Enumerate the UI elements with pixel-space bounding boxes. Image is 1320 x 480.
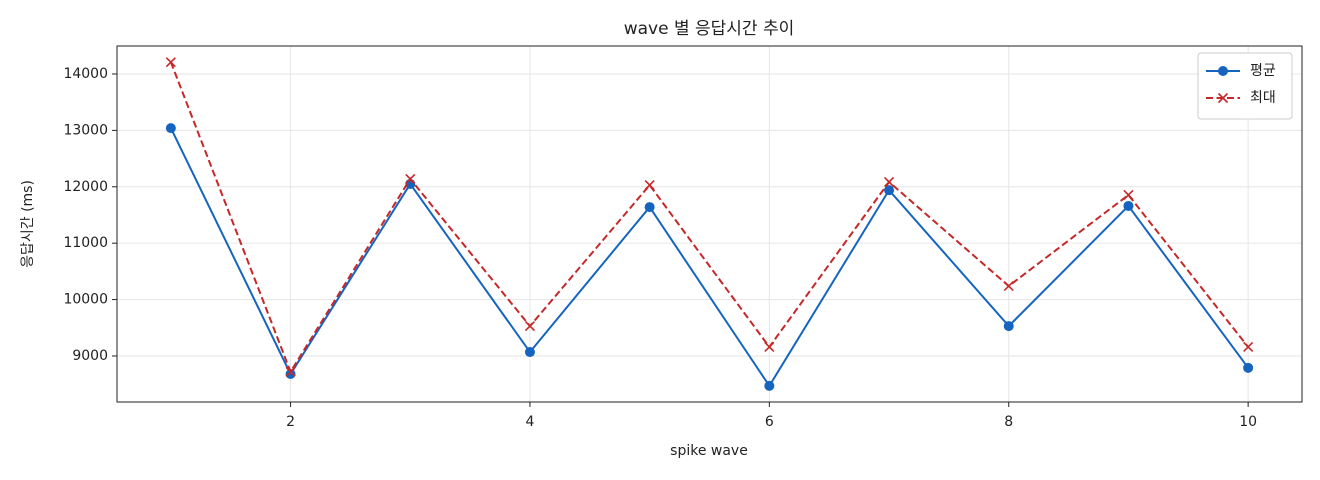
- x-tick-label: 2: [286, 414, 295, 430]
- x-tick-label: 10: [1239, 414, 1257, 430]
- x-marker: [405, 173, 416, 184]
- plot-frame: [116, 45, 1303, 403]
- point: [524, 347, 535, 358]
- point: [165, 123, 176, 134]
- point: [1243, 362, 1254, 373]
- point: [644, 202, 655, 213]
- point: [1123, 200, 1134, 211]
- x-marker: [165, 57, 176, 68]
- x-tick-label: 4: [525, 414, 534, 430]
- chart-title: wave 별 응답시간 추이: [624, 19, 795, 39]
- y-tick-label: 9000: [72, 348, 108, 364]
- point: [884, 185, 895, 196]
- series-line: [169, 61, 1249, 375]
- series-line: [169, 127, 1249, 388]
- y-tick-label: 10000: [63, 292, 108, 308]
- x-marker: [1003, 280, 1014, 292]
- point: [1003, 321, 1014, 332]
- x-marker: [524, 321, 536, 332]
- y-tick-label: 14000: [63, 66, 108, 82]
- point: [285, 369, 296, 380]
- x-marker: [1123, 189, 1134, 201]
- point: [1218, 66, 1228, 76]
- y-tick-label: 11000: [63, 235, 108, 251]
- x-tick-label: 8: [1004, 414, 1013, 430]
- x-marker: [764, 341, 775, 353]
- legend-label: 평균: [1250, 63, 1276, 79]
- x-marker: [883, 176, 895, 188]
- legend-box: [1197, 52, 1293, 120]
- x-marker: [285, 366, 296, 377]
- x-marker: [1217, 92, 1229, 104]
- x-tick-label: 6: [765, 414, 774, 430]
- point: [764, 380, 775, 391]
- y-tick-label: 12000: [63, 179, 108, 195]
- legend-label: 최대: [1250, 90, 1276, 106]
- y-tick-label: 13000: [63, 122, 108, 138]
- y-axis-label: 응답시간 (ms): [20, 180, 36, 268]
- x-marker: [644, 180, 655, 191]
- x-axis-label: spike wave: [670, 443, 748, 459]
- x-marker: [1243, 341, 1254, 353]
